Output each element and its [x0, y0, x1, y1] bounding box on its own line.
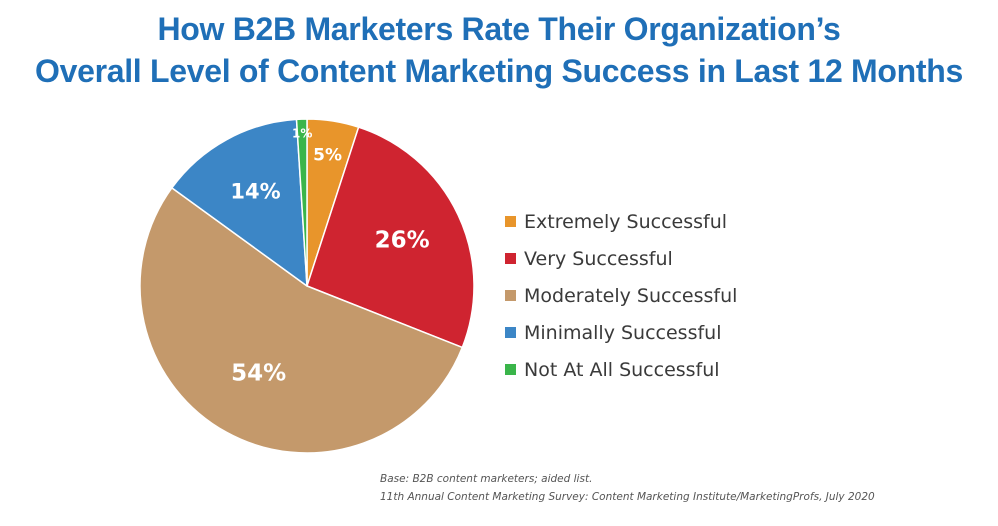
pie-slice-minimally-successful: [171, 118, 308, 287]
chart-title: How B2B Marketers Rate Their Organizatio…: [0, 8, 998, 92]
pie-slice-not-at-all-successful: [295, 118, 308, 287]
legend-item-moderately-successful: Moderately Successful: [505, 277, 737, 314]
legend-item-not-at-all-successful: Not At All Successful: [505, 351, 737, 388]
legend-label-not-at-all-successful: Not At All Successful: [524, 358, 720, 381]
pie-slice-moderately-successful: [139, 187, 464, 454]
pie-label-moderately-successful: 54%: [231, 360, 286, 386]
legend-swatch-moderately-successful: [505, 290, 516, 301]
legend-label-moderately-successful: Moderately Successful: [524, 284, 738, 307]
pie-label-very-successful: 26%: [375, 228, 430, 254]
legend-label-very-successful: Very Successful: [524, 247, 673, 270]
legend-item-extremely-successful: Extremely Successful: [505, 203, 737, 240]
legend-swatch-extremely-successful: [505, 216, 516, 227]
chart-title-line-1: How B2B Marketers Rate Their Organizatio…: [157, 11, 841, 47]
legend-swatch-minimally-successful: [505, 327, 516, 338]
footnote-source: 11th Annual Content Marketing Survey: Co…: [380, 491, 875, 503]
pie-label-extremely-successful: 5%: [313, 146, 342, 166]
chart-legend: Extremely Successful Very Successful Mod…: [505, 203, 737, 388]
legend-item-minimally-successful: Minimally Successful: [505, 314, 737, 351]
legend-label-minimally-successful: Minimally Successful: [524, 321, 722, 344]
legend-label-extremely-successful: Extremely Successful: [524, 210, 728, 233]
pie-label-not-at-all-successful: 1%: [292, 127, 312, 141]
footnote-base: Base: B2B content marketers; aided list.: [380, 473, 593, 485]
pie-label-minimally-successful: 14%: [230, 179, 280, 203]
legend-swatch-not-at-all-successful: [505, 364, 516, 375]
legend-item-very-successful: Very Successful: [505, 240, 737, 277]
chart-title-line-2: Overall Level of Content Marketing Succe…: [34, 53, 964, 89]
legend-swatch-very-successful: [505, 253, 516, 264]
pie-slice-very-successful: [306, 126, 475, 349]
